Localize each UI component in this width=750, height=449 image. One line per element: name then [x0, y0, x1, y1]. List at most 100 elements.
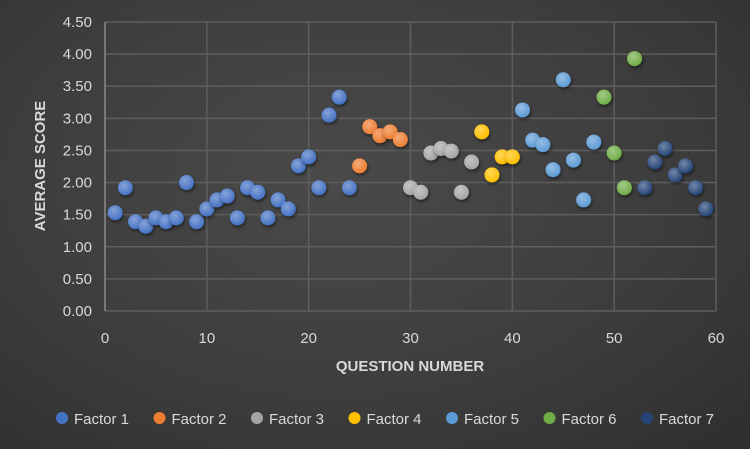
data-point-highlight [677, 158, 693, 174]
data-point-highlight [637, 180, 653, 196]
data-point-highlight [657, 141, 673, 157]
data-point-highlight [667, 167, 683, 183]
data-point-highlight [341, 180, 357, 196]
legend-label: Factor 4 [367, 411, 422, 428]
data-point-highlight [596, 89, 612, 105]
series-factor-6 [596, 51, 643, 196]
data-point-highlight [555, 72, 571, 88]
legend-marker [641, 412, 653, 424]
legend-label: Factor 1 [74, 411, 129, 428]
legend-item: Factor 1 [56, 411, 129, 428]
data-point-highlight [331, 89, 347, 105]
legend-label: Factor 3 [269, 411, 324, 428]
y-tick-label: 2.50 [63, 142, 92, 159]
data-point-highlight [301, 149, 317, 165]
y-axis-title: AVERAGE SCORE [32, 101, 49, 232]
legend-label: Factor 2 [172, 411, 227, 428]
data-point-highlight [535, 137, 551, 153]
x-tick-label: 40 [504, 330, 521, 347]
data-point-highlight [464, 154, 480, 170]
x-tick-label: 30 [402, 330, 419, 347]
data-point-highlight [616, 180, 632, 196]
x-tick-label: 50 [606, 330, 623, 347]
series-factor-3 [403, 141, 480, 200]
data-point-highlight [474, 124, 490, 140]
y-tick-label: 4.50 [63, 14, 92, 31]
data-point-highlight [382, 124, 398, 140]
y-tick-label: 2.00 [63, 175, 92, 192]
gridlines [104, 21, 717, 312]
legend-item: Factor 5 [446, 411, 519, 428]
legend-item: Factor 4 [348, 411, 422, 428]
legend-label: Factor 5 [464, 411, 519, 428]
y-tick-label: 1.50 [63, 207, 92, 224]
x-tick-label: 0 [101, 330, 109, 347]
data-point-highlight [250, 184, 266, 200]
y-axis-ticks: 0.00 0.50 1.00 1.50 2.00 2.50 3.00 3.50 4.00 4.50 [63, 14, 92, 320]
data-point-highlight [565, 152, 581, 168]
x-tick-label: 10 [198, 330, 215, 347]
data-point-highlight [586, 134, 602, 150]
data-point-highlight [352, 158, 368, 174]
x-axis-ticks: 0 10 20 30 40 50 60 [101, 330, 725, 347]
data-point-highlight [606, 145, 622, 161]
data-point-highlight [688, 180, 704, 196]
y-tick-label: 0.50 [63, 271, 92, 288]
x-tick-label: 20 [300, 330, 317, 347]
data-point-highlight [576, 192, 592, 208]
data-point-highlight [189, 214, 205, 230]
data-point-highlight [504, 149, 520, 165]
data-point-highlight [392, 132, 408, 148]
data-point-highlight [280, 201, 296, 217]
data-point-highlight [199, 201, 215, 217]
series-factor-1 [107, 89, 357, 234]
data-points [107, 51, 714, 234]
legend-label: Factor 7 [659, 411, 714, 428]
y-tick-label: 0.00 [63, 303, 92, 320]
legend-marker [251, 412, 263, 424]
legend-item: Factor 6 [543, 411, 617, 428]
legend-marker [153, 412, 166, 424]
data-point-highlight [627, 51, 643, 67]
data-point-highlight [545, 162, 561, 178]
data-point-highlight [219, 188, 235, 204]
data-point-highlight [117, 180, 133, 196]
data-point-highlight [107, 205, 123, 221]
x-axis-title: QUESTION NUMBER [336, 358, 485, 375]
data-point-highlight [698, 201, 714, 217]
data-point-highlight [260, 210, 276, 226]
data-point-highlight [321, 107, 337, 123]
series-factor-7 [637, 141, 714, 217]
data-point-highlight [178, 175, 194, 191]
data-point-highlight [647, 154, 663, 170]
data-point-highlight [413, 184, 429, 200]
legend-marker [543, 412, 556, 424]
data-point-highlight [290, 158, 306, 174]
data-point-highlight [168, 210, 184, 226]
data-point-highlight [270, 192, 286, 208]
legend-item: Factor 2 [153, 411, 227, 428]
y-tick-label: 1.00 [63, 239, 92, 256]
legend-label: Factor 6 [562, 411, 617, 428]
data-point-highlight [229, 210, 245, 226]
y-tick-label: 3.00 [63, 110, 92, 127]
series-factor-5 [515, 72, 602, 208]
series-factor-2 [352, 119, 408, 174]
y-tick-label: 4.00 [63, 46, 92, 63]
data-point-highlight [138, 218, 154, 234]
legend-marker [446, 412, 458, 424]
legend-marker [348, 412, 361, 424]
data-point-highlight [453, 184, 469, 200]
data-point-highlight [484, 167, 500, 183]
series-factor-4 [474, 124, 520, 183]
data-point-highlight [362, 119, 378, 135]
legend-item: Factor 3 [251, 411, 324, 428]
legend-marker [56, 412, 68, 424]
legend-item: Factor 7 [641, 411, 714, 428]
x-tick-label: 60 [708, 330, 725, 347]
data-point-highlight [311, 180, 327, 196]
data-point-highlight [515, 102, 531, 118]
legend: Factor 1 Factor 2 Factor 3 Factor 4 Factor 5… [56, 411, 714, 428]
y-tick-label: 3.50 [63, 78, 92, 95]
